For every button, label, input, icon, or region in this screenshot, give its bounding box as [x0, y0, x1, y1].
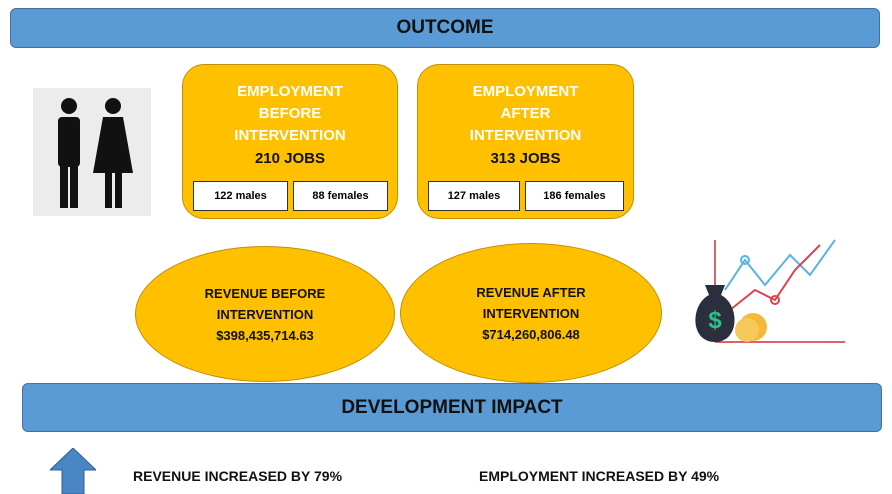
card-title: EMPLOYMENT — [183, 81, 397, 103]
males-box: 122 males — [193, 181, 288, 211]
males-box: 127 males — [428, 181, 520, 211]
females-box: 88 females — [293, 181, 388, 211]
females-count: 88 females — [312, 190, 368, 202]
up-arrow-icon — [50, 448, 96, 494]
revenue-amount: $398,435,714.63 — [216, 325, 314, 346]
banner-title: DEVELOPMENT IMPACT — [341, 397, 562, 419]
banner-title: OUTCOME — [396, 17, 493, 39]
revenue-amount: $714,260,806.48 — [482, 324, 580, 345]
infographic: OUTCOME EMPLOYMENT BEFORE INTERVENTION 2… — [0, 0, 892, 494]
employment-before-card: EMPLOYMENT BEFORE INTERVENTION 210 JOBS … — [182, 64, 398, 219]
people-icon — [33, 88, 151, 216]
employment-increase: EMPLOYMENT INCREASED BY 49% — [479, 468, 719, 484]
males-count: 127 males — [448, 190, 501, 202]
revenue-after-oval: REVENUE AFTER INTERVENTION $714,260,806.… — [400, 243, 662, 383]
svg-text:$: $ — [708, 307, 722, 334]
money-growth-icon: $ — [685, 230, 850, 348]
revenue-before-oval: REVENUE BEFORE INTERVENTION $398,435,714… — [135, 246, 395, 382]
card-title: INTERVENTION — [183, 125, 397, 147]
jobs-count: 210 JOBS — [183, 147, 397, 171]
jobs-count: 313 JOBS — [418, 147, 633, 171]
oval-title: REVENUE BEFORE — [205, 283, 326, 304]
revenue-increase: REVENUE INCREASED BY 79% — [133, 468, 342, 484]
oval-title: INTERVENTION — [483, 303, 580, 324]
impact-banner: DEVELOPMENT IMPACT — [22, 383, 882, 432]
females-count: 186 females — [543, 190, 605, 202]
card-title: AFTER — [418, 103, 633, 125]
females-box: 186 females — [525, 181, 624, 211]
card-title: INTERVENTION — [418, 125, 633, 147]
outcome-banner: OUTCOME — [10, 8, 880, 48]
card-title: BEFORE — [183, 103, 397, 125]
oval-title: INTERVENTION — [217, 304, 314, 325]
card-title: EMPLOYMENT — [418, 81, 633, 103]
males-count: 122 males — [214, 190, 267, 202]
employment-after-card: EMPLOYMENT AFTER INTERVENTION 313 JOBS 1… — [417, 64, 634, 219]
oval-title: REVENUE AFTER — [476, 282, 585, 303]
